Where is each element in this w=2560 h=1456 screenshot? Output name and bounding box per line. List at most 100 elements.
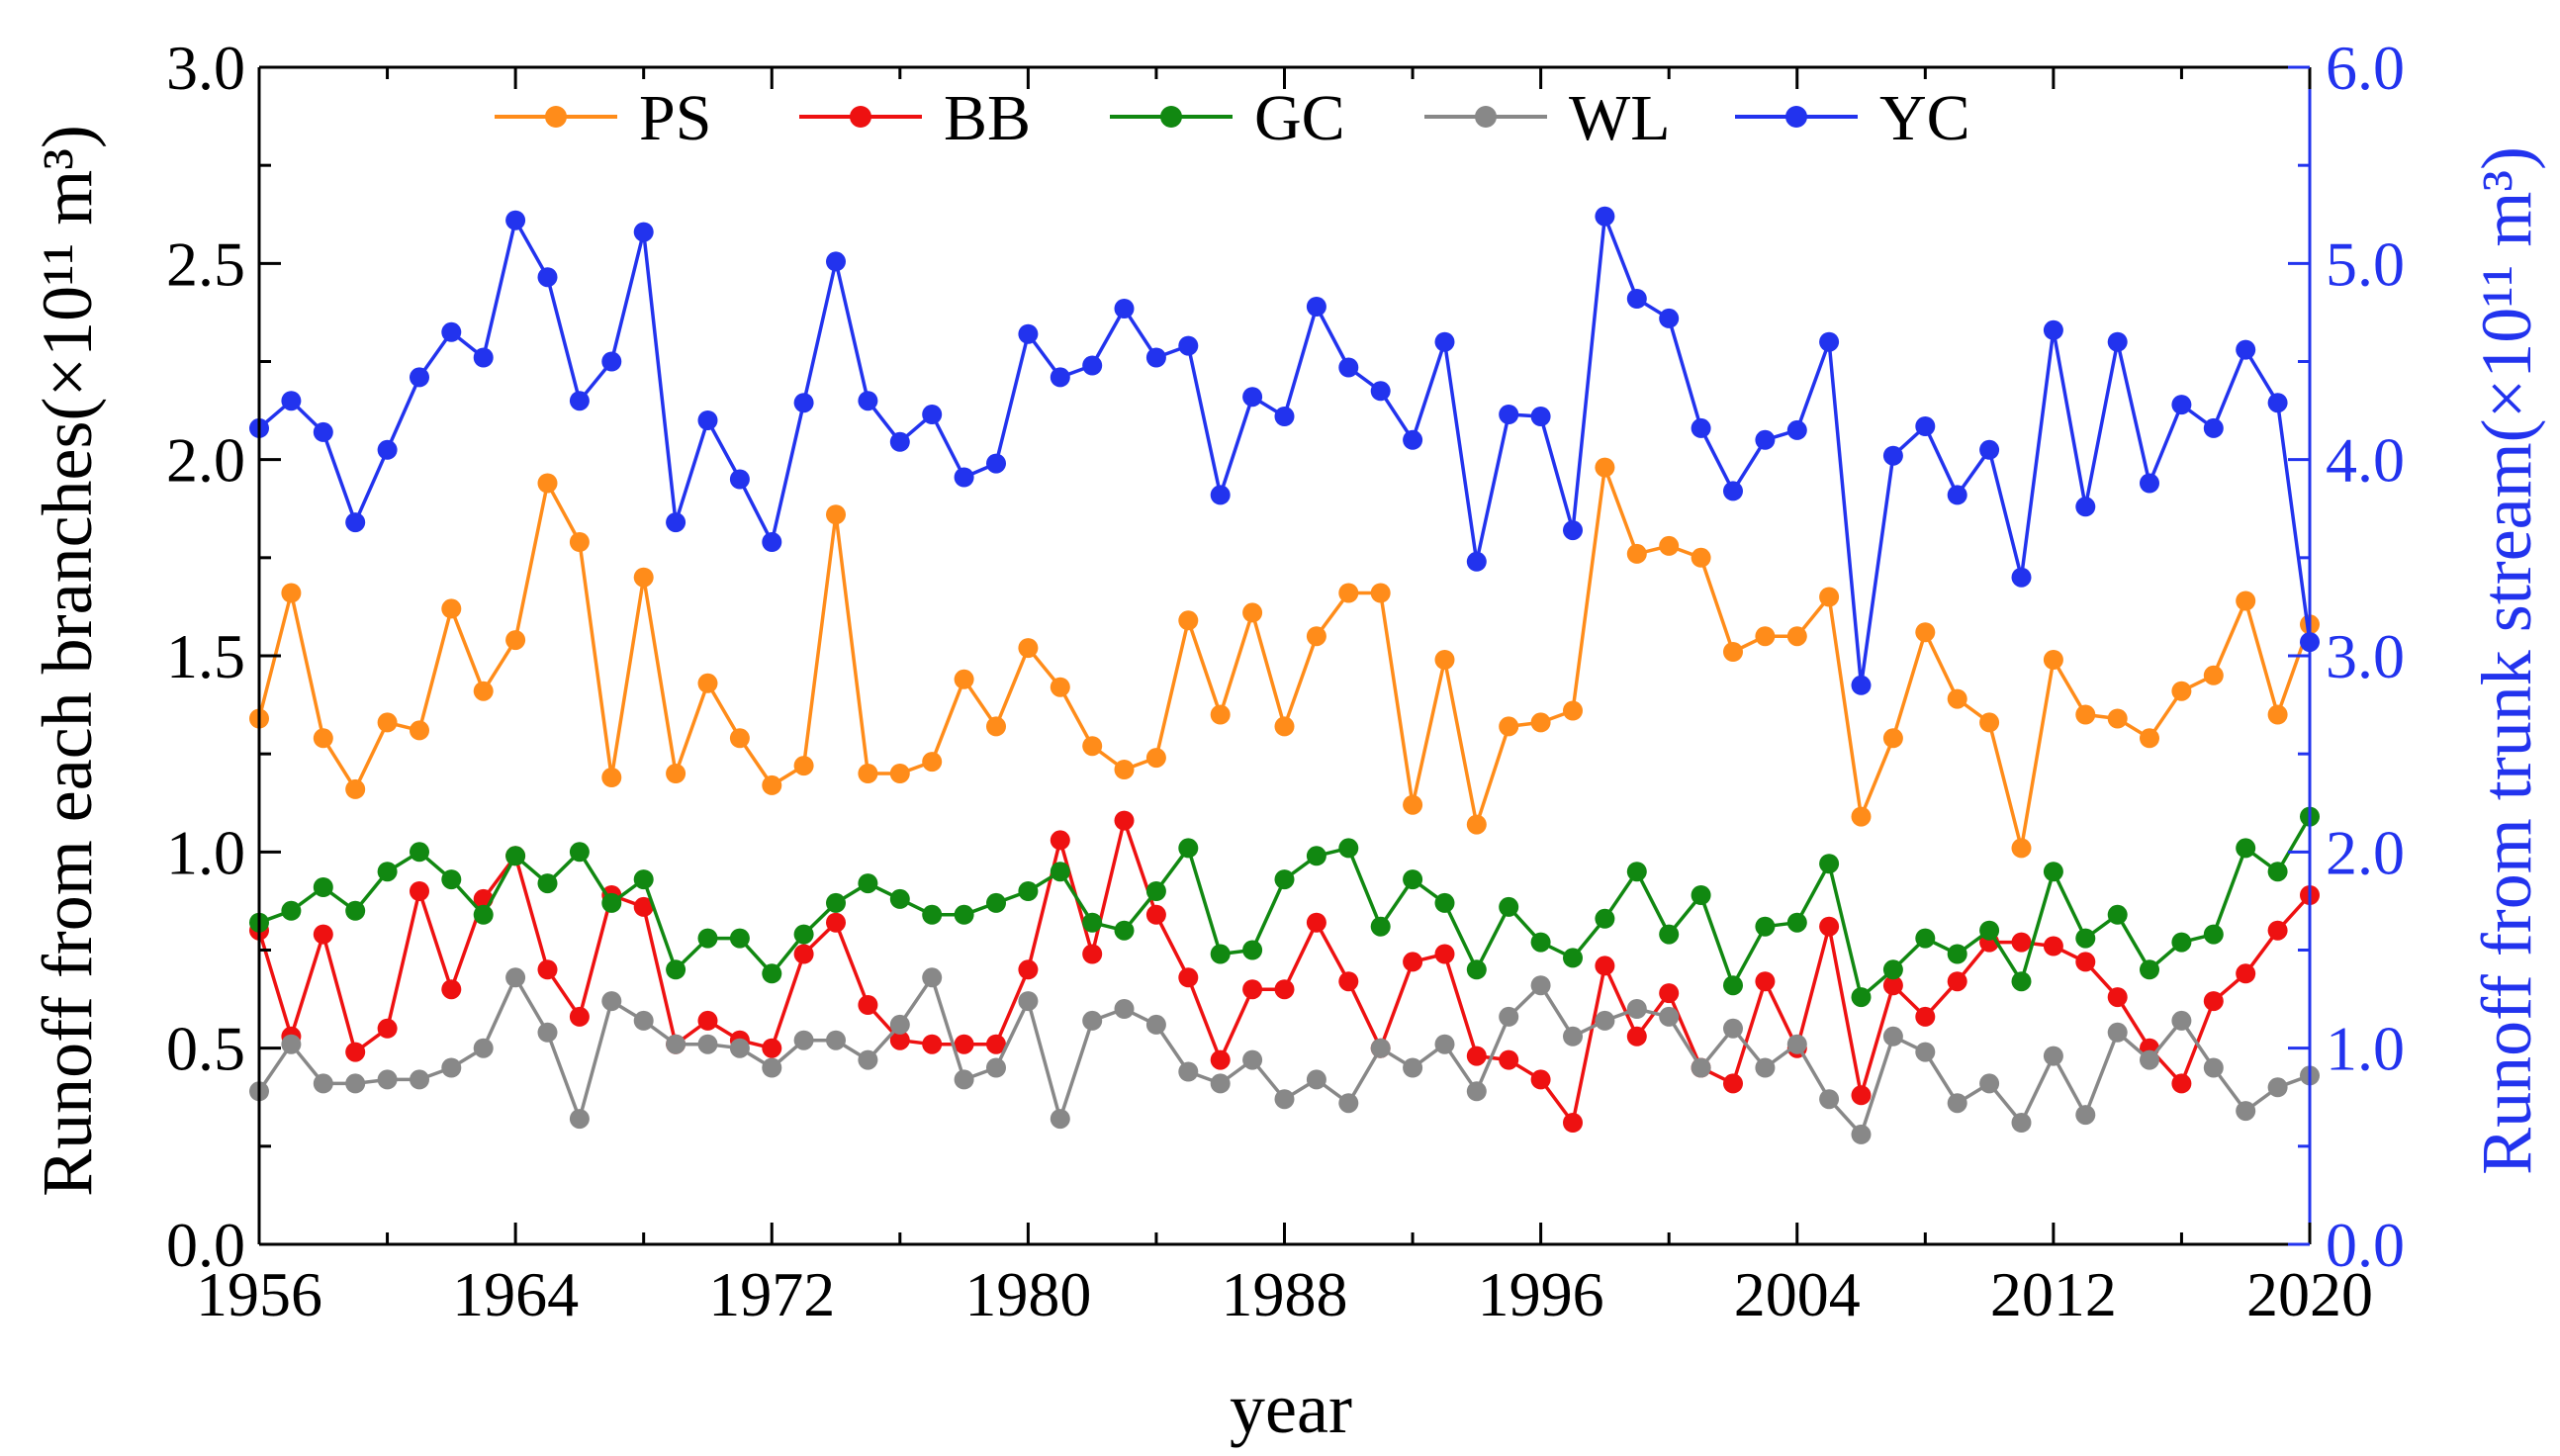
data-point-yc: [2236, 339, 2256, 360]
data-point-wl: [762, 1057, 782, 1078]
data-point-ps: [1595, 457, 1615, 478]
data-point-bb: [1723, 1073, 1743, 1094]
data-point-yc: [2171, 395, 2192, 415]
data-point-gc: [1466, 959, 1487, 980]
data-point-gc: [793, 924, 814, 945]
data-point-gc: [1145, 881, 1166, 901]
data-point-wl: [1018, 991, 1039, 1012]
data-point-bb: [1145, 904, 1166, 925]
data-point-bb: [313, 924, 333, 945]
data-point-yc: [793, 393, 814, 413]
data-point-ps: [1210, 704, 1231, 725]
data-point-wl: [1338, 1093, 1359, 1114]
data-point-gc: [281, 900, 302, 921]
data-point-bb: [441, 979, 462, 1000]
data-point-gc: [922, 904, 943, 925]
data-point-ps: [858, 764, 878, 783]
data-point-yc: [889, 431, 910, 452]
axes: 1956 1964 1972 1980 1988 1996 2004 2012 20200.00…: [166, 33, 2405, 1329]
data-point-ps: [1018, 638, 1039, 659]
data-point-ps: [1178, 610, 1199, 631]
data-point-bb: [1242, 979, 1263, 1000]
data-point-wl: [1882, 1026, 1903, 1046]
data-point-yc: [1691, 417, 1711, 438]
y-tick-label-left: 3.0: [166, 33, 245, 103]
y-tick-label-right: 2.0: [2326, 817, 2405, 887]
data-point-gc: [1851, 987, 1872, 1008]
x-axis-title: year: [1230, 1369, 1352, 1448]
data-point-ps: [1786, 626, 1807, 647]
data-point-gc: [633, 869, 654, 890]
data-point-bb: [2011, 932, 2032, 953]
data-point-ps: [826, 504, 846, 525]
data-point-ps: [441, 598, 462, 619]
data-point-wl: [1915, 1042, 1936, 1062]
data-point-yc: [1145, 347, 1166, 368]
data-point-bb: [1210, 1049, 1231, 1070]
data-point-yc: [1723, 481, 1743, 501]
data-point-wl: [1370, 1038, 1391, 1058]
data-point-bb: [1306, 912, 1326, 933]
data-point-ps: [1145, 748, 1166, 769]
data-point-gc: [666, 959, 686, 980]
legend-label: BB: [944, 82, 1031, 154]
data-point-yc: [2267, 393, 2288, 413]
data-point-ps: [986, 716, 1006, 737]
data-point-gc: [1691, 885, 1711, 905]
data-point-gc: [1114, 920, 1135, 941]
data-point-gc: [1819, 854, 1840, 874]
data-point-ps: [1563, 700, 1583, 721]
data-point-bb: [1563, 1113, 1583, 1133]
data-point-bb: [1530, 1069, 1551, 1090]
y-tick-label-right: 6.0: [2326, 33, 2405, 103]
data-point-yc: [1242, 387, 1263, 408]
data-point-gc: [1786, 912, 1807, 933]
data-point-wl: [1145, 1014, 1166, 1035]
data-point-wl: [281, 1034, 302, 1054]
data-point-yc: [1466, 551, 1487, 572]
data-point-yc: [473, 347, 494, 368]
data-point-ps: [762, 774, 782, 795]
data-point-wl: [858, 1049, 878, 1070]
data-point-ps: [505, 630, 526, 651]
data-point-yc: [1403, 429, 1423, 450]
data-point-yc: [569, 391, 590, 411]
data-point-bb: [1755, 971, 1776, 992]
data-point-gc: [1403, 869, 1423, 890]
data-point-ps: [666, 764, 686, 783]
data-point-yc: [1210, 485, 1231, 505]
data-point-bb: [1819, 916, 1840, 937]
data-point-bb: [537, 959, 558, 980]
data-point-yc: [313, 421, 333, 442]
data-point-wl: [1050, 1109, 1070, 1130]
data-point-ps: [2011, 838, 2032, 859]
series-bb: [249, 810, 2320, 1133]
data-point-wl: [986, 1057, 1006, 1078]
x-tick-label: 1972: [708, 1259, 835, 1329]
y-tick-label-left: 0.0: [166, 1210, 245, 1280]
data-point-bb: [1434, 944, 1455, 964]
data-point-yc: [666, 512, 686, 533]
data-point-yc: [1530, 407, 1551, 426]
data-point-yc: [537, 267, 558, 288]
data-point-yc: [1819, 331, 1840, 352]
data-point-yc: [1626, 289, 1647, 309]
data-point-ps: [1466, 814, 1487, 835]
data-point-wl: [1499, 1006, 1519, 1027]
data-point-wl: [1691, 1057, 1711, 1078]
data-point-gc: [1755, 916, 1776, 937]
data-point-wl: [2011, 1113, 2032, 1133]
data-point-bb: [1595, 956, 1615, 976]
x-tick-label: 1988: [1222, 1259, 1348, 1329]
data-point-bb: [1499, 1049, 1519, 1070]
y-tick-label-left: 0.5: [166, 1014, 245, 1084]
data-point-wl: [889, 1014, 910, 1035]
data-point-gc: [1530, 932, 1551, 953]
data-point-wl: [569, 1109, 590, 1130]
data-point-ps: [1403, 794, 1423, 815]
data-point-yc: [633, 222, 654, 242]
data-point-wl: [441, 1057, 462, 1078]
data-point-yc: [1659, 308, 1680, 328]
y-tick-label-right: 1.0: [2326, 1014, 2405, 1084]
